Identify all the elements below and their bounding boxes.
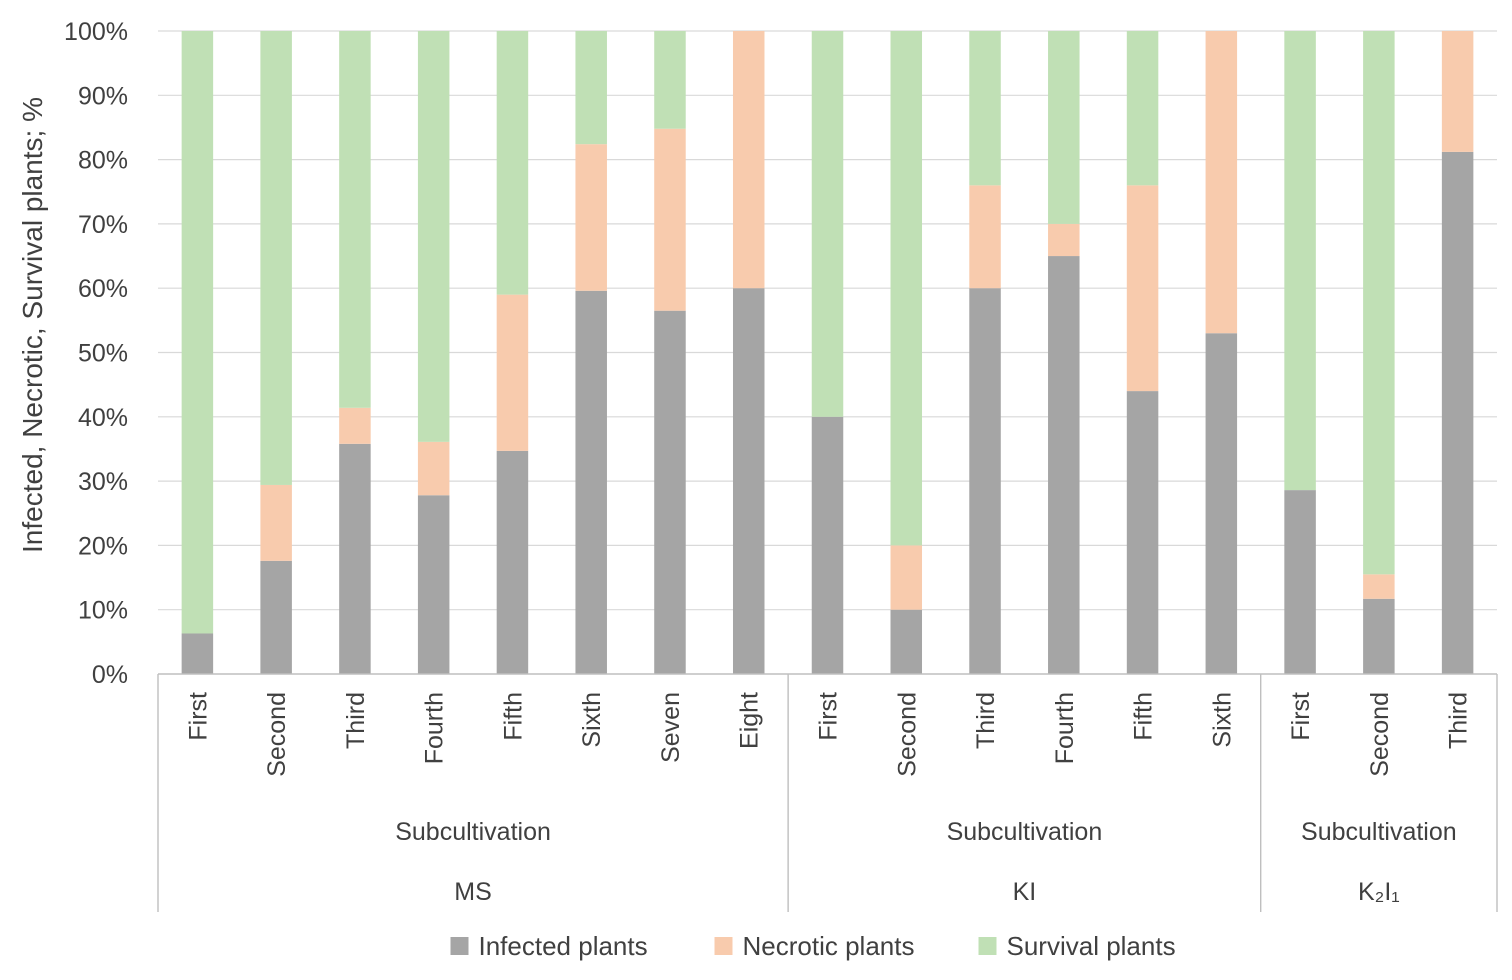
bar-segment-infected-plants [890, 609, 923, 674]
bar-segment-survival-plants [1284, 31, 1316, 491]
bar-segment-infected-plants [575, 290, 607, 674]
bar-segment-necrotic-plants [496, 294, 529, 451]
legend-item: Survival plants [978, 931, 1176, 961]
bar-segment-infected-plants [1126, 391, 1159, 674]
group-label: K₂I₁ [1358, 878, 1400, 906]
y-tick-label: 10% [78, 597, 128, 625]
bar-segment-survival-plants [1363, 31, 1395, 575]
bar-segment-infected-plants [260, 560, 292, 674]
bar-segment-infected-plants [969, 288, 1001, 674]
x-category-label: Sixth [578, 692, 606, 748]
y-tick-label: 90% [78, 82, 128, 110]
x-category-label: First [1287, 692, 1315, 741]
bar-segment-survival-plants [496, 31, 529, 295]
group-sublabel: Subcultivation [947, 818, 1103, 846]
bar-segment-survival-plants [1126, 31, 1159, 186]
y-tick-label: 20% [78, 532, 128, 560]
bar-segment-necrotic-plants [1048, 223, 1080, 257]
bar-segment-survival-plants [811, 31, 844, 417]
x-category-label: Second [893, 692, 921, 777]
y-tick-label: 80% [78, 147, 128, 175]
bar-segment-infected-plants [496, 450, 529, 674]
x-category-label: First [184, 692, 212, 741]
y-tick-label: 60% [78, 275, 128, 303]
x-category-label: Fifth [1130, 692, 1158, 741]
bar-segment-survival-plants [181, 31, 214, 634]
bar-segment-survival-plants [260, 31, 292, 485]
bar-segment-necrotic-plants [890, 545, 923, 610]
bar-segment-survival-plants [1048, 31, 1080, 224]
legend-label: Infected plants [479, 931, 648, 961]
axes [157, 673, 1498, 912]
bar-segment-necrotic-plants [339, 407, 371, 444]
bar-segment-infected-plants [1284, 490, 1316, 674]
bar-segment-survival-plants [969, 31, 1001, 186]
group-sublabel: Subcultivation [395, 818, 551, 846]
labels: 0% 10% 20% 30% 40% 50% 60% 70% 80% 90% 100% First Se… [64, 18, 1473, 906]
group-label: MS [454, 878, 492, 906]
bar-segment-survival-plants [890, 31, 923, 546]
bars [181, 31, 1474, 674]
x-category-label: Sixth [1208, 692, 1236, 748]
bar-segment-necrotic-plants [1441, 31, 1474, 152]
y-axis-title: Infected, Necrotic, Survival plants; % [17, 97, 48, 553]
bar-segment-infected-plants [732, 288, 765, 674]
bar-segment-survival-plants [654, 31, 686, 129]
bar-segment-infected-plants [181, 633, 214, 674]
legend: Infected plants Necrotic plants Survival p… [450, 931, 1176, 961]
x-category-label: Third [342, 692, 370, 749]
bar-segment-infected-plants [417, 495, 450, 674]
x-category-label: Fifth [499, 692, 527, 741]
x-category-label: Third [972, 692, 1000, 749]
bar-segment-infected-plants [339, 443, 371, 674]
x-category-label: Eight [736, 692, 764, 749]
legend-swatch [450, 937, 469, 955]
x-category-label: Fourth [1051, 692, 1079, 764]
bar-segment-infected-plants [1205, 333, 1238, 674]
bar-segment-infected-plants [1048, 256, 1080, 674]
group-label: KI [1013, 878, 1037, 906]
bar-segment-necrotic-plants [654, 128, 686, 311]
y-tick-label: 40% [78, 404, 128, 432]
bar-segment-necrotic-plants [1363, 574, 1395, 599]
bar-segment-necrotic-plants [1205, 31, 1238, 334]
bar-segment-infected-plants [1441, 151, 1474, 674]
bar-segment-infected-plants [1363, 598, 1395, 674]
x-category-label: Third [1445, 692, 1473, 749]
bar-segment-survival-plants [339, 31, 371, 408]
x-category-label: Fourth [421, 692, 449, 764]
bar-segment-survival-plants [575, 31, 607, 145]
legend-item: Infected plants [450, 931, 648, 961]
y-tick-label: 0% [92, 661, 128, 689]
y-tick-label: 70% [78, 211, 128, 239]
legend-item: Necrotic plants [714, 931, 915, 961]
bar-segment-necrotic-plants [1126, 185, 1159, 392]
x-category-label: Seven [657, 692, 685, 763]
y-tick-label: 100% [64, 18, 128, 46]
group-sublabel: Subcultivation [1301, 818, 1457, 846]
bar-segment-necrotic-plants [417, 441, 450, 496]
x-category-label: Second [263, 692, 291, 777]
legend-swatch [978, 937, 997, 955]
bar-segment-necrotic-plants [969, 185, 1001, 289]
legend-label: Survival plants [1007, 931, 1176, 961]
bar-segment-necrotic-plants [732, 31, 765, 289]
bar-segment-necrotic-plants [575, 144, 607, 291]
bar-segment-survival-plants [417, 31, 450, 442]
legend-swatch [714, 937, 733, 955]
bar-segment-necrotic-plants [260, 484, 292, 561]
bar-segment-infected-plants [811, 416, 844, 674]
legend-label: Necrotic plants [743, 931, 915, 961]
x-category-label: Second [1366, 692, 1394, 777]
bar-segment-infected-plants [654, 310, 686, 674]
y-tick-label: 50% [78, 340, 128, 368]
x-category-label: First [815, 692, 843, 741]
y-tick-label: 30% [78, 468, 128, 496]
